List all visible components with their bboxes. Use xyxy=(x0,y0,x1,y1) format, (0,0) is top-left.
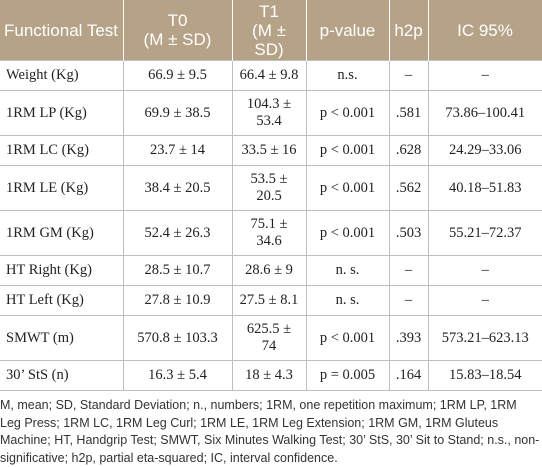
table-cell: 27.5 ± 8.1 xyxy=(231,285,307,316)
table-cell: p < 0.001 xyxy=(305,315,390,361)
row-label: HT Right (Kg) xyxy=(0,255,124,286)
table-cell: p < 0.001 xyxy=(305,210,390,256)
table-cell: p < 0.001 xyxy=(305,165,390,211)
table-cell: 23.7 ± 14 xyxy=(122,135,233,166)
table-cell: .562 xyxy=(388,165,429,211)
table-body: Weight (Kg) 66.9 ± 9.5 66.4 ± 9.8 n.s. – –1RM… xyxy=(0,60,542,391)
row-label: 1RM LE (Kg) xyxy=(0,165,124,211)
header-cell: p-value xyxy=(306,0,390,61)
table-cell: p = 0.005 xyxy=(305,360,390,391)
table-cell: 15.83–18.54 xyxy=(427,360,542,391)
table-cell: 24.29–33.06 xyxy=(427,135,542,166)
header-row: Functional Test T0 (M ± SD) T1 (M ± SD) p-v… xyxy=(0,0,542,61)
table-cell: .503 xyxy=(388,210,429,256)
row-label: 1RM LC (Kg) xyxy=(0,135,124,166)
table-cell: 53.5 ± 20.5 xyxy=(231,165,307,211)
table-cell: 573.21–623.13 xyxy=(427,315,542,361)
row-label: Weight (Kg) xyxy=(0,60,124,91)
table-cell: 104.3 ± 53.4 xyxy=(231,90,307,136)
table-cell: – xyxy=(388,285,429,316)
table-cell: 28.5 ± 10.7 xyxy=(122,255,233,286)
table-row: 1RM LC (Kg) 23.7 ± 14 33.5 ± 16 p < 0.001.6… xyxy=(0,135,542,166)
table-cell: – xyxy=(427,60,542,91)
table-row: HT Right (Kg) 28.5 ± 10.7 28.6 ± 9 n. s. – – xyxy=(0,255,542,286)
row-label: 30’ StS (n) xyxy=(0,360,124,391)
table-row: 1RM GM (Kg) 52.4 ± 26.3 75.1 ± 34.6 p < 0.0… xyxy=(0,210,542,256)
table-cell: p < 0.001 xyxy=(305,135,390,166)
table-cell: .581 xyxy=(388,90,429,136)
table-cell: .393 xyxy=(388,315,429,361)
row-label: HT Left (Kg) xyxy=(0,285,124,316)
results-table: Functional Test T0 (M ± SD) T1 (M ± SD) p-v… xyxy=(0,0,542,391)
table-cell: 27.8 ± 10.9 xyxy=(122,285,233,316)
table-cell: n. s. xyxy=(305,285,390,316)
row-label: 1RM LP (Kg) xyxy=(0,90,124,136)
table-cell: n.s. xyxy=(305,60,390,91)
table-cell: 52.4 ± 26.3 xyxy=(122,210,233,256)
header-cell: T1 (M ± SD) xyxy=(232,0,307,61)
table-cell: 16.3 ± 5.4 xyxy=(122,360,233,391)
header-cell: h2p xyxy=(389,0,429,61)
row-label: SMWT (m) xyxy=(0,315,124,361)
table-cell: 40.18–51.83 xyxy=(427,165,542,211)
header-cell: T0 (M ± SD) xyxy=(123,0,233,61)
table-cell: .628 xyxy=(388,135,429,166)
table-cell: 66.4 ± 9.8 xyxy=(231,60,307,91)
table-cell: 73.86–100.41 xyxy=(427,90,542,136)
table-row: SMWT (m) 570.8 ± 103.3 625.5 ± 74 p < 0.001… xyxy=(0,315,542,361)
row-label: 1RM GM (Kg) xyxy=(0,210,124,256)
caption: M, mean; SD, Standard Deviation; n., num… xyxy=(0,398,540,465)
table-cell: – xyxy=(388,60,429,91)
table-cell: – xyxy=(388,255,429,286)
table-row: Weight (Kg) 66.9 ± 9.5 66.4 ± 9.8 n.s. – – xyxy=(0,60,542,91)
table-cell: 33.5 ± 16 xyxy=(231,135,307,166)
table-cell: 69.9 ± 38.5 xyxy=(122,90,233,136)
table-row: 30’ StS (n) 16.3 ± 5.4 18 ± 4.3 p = 0.005.1… xyxy=(0,360,542,391)
table-row: 1RM LE (Kg) 38.4 ± 20.5 53.5 ± 20.5 p < 0.0… xyxy=(0,165,542,211)
table-row: 1RM LP (Kg) 69.9 ± 38.5 104.3 ± 53.4 p < 0.… xyxy=(0,90,542,136)
table-row: HT Left (Kg) 27.8 ± 10.9 27.5 ± 8.1 n. s. – – xyxy=(0,285,542,316)
table-cell: – xyxy=(427,285,542,316)
table-cell: 625.5 ± 74 xyxy=(231,315,307,361)
table-cell: 66.9 ± 9.5 xyxy=(122,60,233,91)
table-cell: 18 ± 4.3 xyxy=(231,360,307,391)
table-cell: 38.4 ± 20.5 xyxy=(122,165,233,211)
table-cell: p < 0.001 xyxy=(305,90,390,136)
table-cell: 75.1 ± 34.6 xyxy=(231,210,307,256)
table-cell: .164 xyxy=(388,360,429,391)
table-cell: n. s. xyxy=(305,255,390,286)
table-cell: 570.8 ± 103.3 xyxy=(122,315,233,361)
header-cell: IC 95% xyxy=(428,0,542,61)
table-cell: 28.6 ± 9 xyxy=(231,255,307,286)
table-cell: 55.21–72.37 xyxy=(427,210,542,256)
header-cell: Functional Test xyxy=(0,0,124,61)
table-cell: – xyxy=(427,255,542,286)
